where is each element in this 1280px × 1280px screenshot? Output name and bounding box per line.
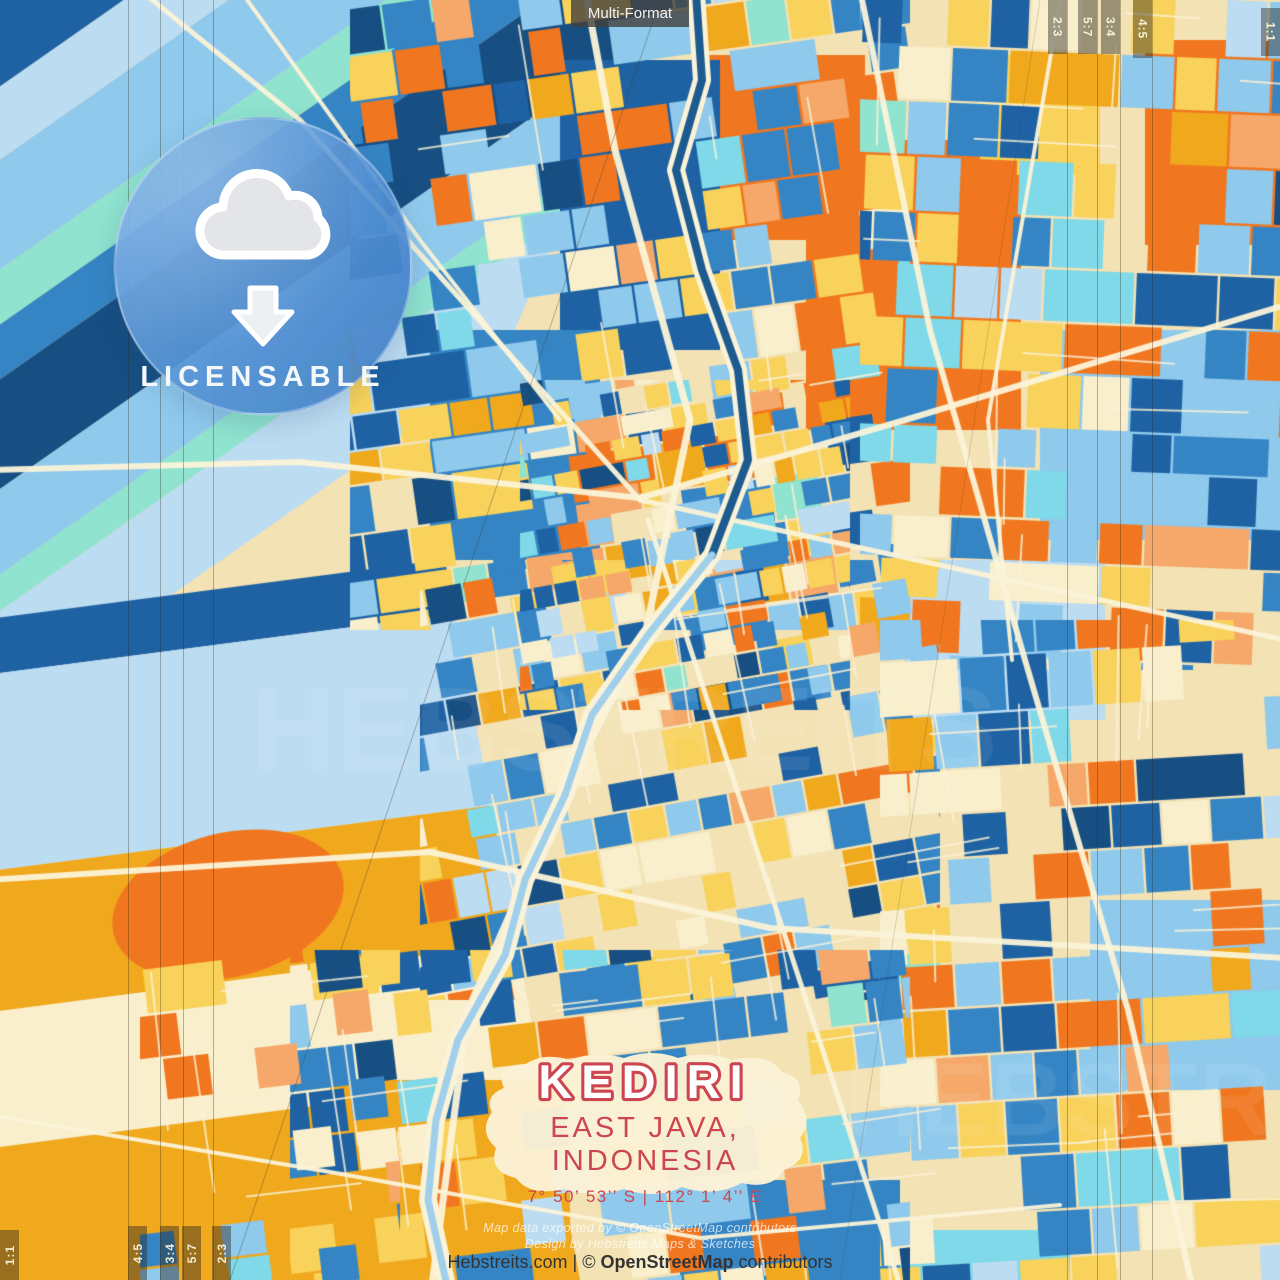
licensable-badge[interactable]: LICENSABLE xyxy=(114,117,412,415)
format-marker-5-7: 5:7 xyxy=(182,1226,201,1280)
format-marker-2-3: 2:3 xyxy=(212,1226,231,1280)
format-marker-3-4: 3:4 xyxy=(160,1226,179,1280)
multi-format-label: Multi-Format xyxy=(587,5,673,22)
region-subtitle: EAST JAVA, INDONESIA xyxy=(550,1112,740,1177)
title-block: KEDIRI EAST JAVA, INDONESIA 7° 50’ 53’’ … xyxy=(472,1048,818,1206)
map-attribution-line1: Map data exported by © OpenStreetMap con… xyxy=(483,1221,797,1235)
multi-format-badge: Multi-Format xyxy=(571,0,689,27)
format-marker-4-5: 4:5 xyxy=(128,1226,147,1280)
cloud-download-icon xyxy=(195,168,331,260)
credit-suffix: contributors xyxy=(733,1252,833,1272)
format-marker-1-1: 1:1 xyxy=(1261,8,1280,56)
credit-divider: | xyxy=(567,1252,583,1272)
format-marker-3-4: 3:4 xyxy=(1101,0,1120,54)
crop-guide-line xyxy=(160,0,161,1280)
format-marker-5-7: 5:7 xyxy=(1078,0,1097,54)
footer-credit: Hebstreits.com | © OpenStreetMap contrib… xyxy=(0,1252,1280,1273)
format-marker-1-1: 1:1 xyxy=(0,1230,19,1280)
crop-guide-line xyxy=(128,0,129,1280)
crop-guide-line xyxy=(213,0,214,1280)
download-arrow-icon xyxy=(231,285,295,347)
title-background-blob xyxy=(485,1053,807,1195)
city-title-text: KEDIRI xyxy=(538,1055,751,1108)
map-attribution-line2: Design by Hebstreits Maps & Sketches xyxy=(524,1237,756,1251)
city-title: KEDIRI xyxy=(535,1052,751,1111)
crop-guide-line xyxy=(1097,0,1098,1280)
osm-link[interactable]: OpenStreetMap xyxy=(600,1252,734,1272)
badge-label: LICENSABLE xyxy=(140,361,386,393)
site-link[interactable]: Hebstreits.com xyxy=(447,1252,568,1272)
coordinates-line: 7° 50’ 53’’ S | 112° 1’ 4’’ E xyxy=(527,1187,763,1206)
format-marker-4-5: 4:5 xyxy=(1133,0,1152,58)
crop-guide-line xyxy=(183,0,184,1280)
crop-guide-line xyxy=(1152,0,1153,1280)
crop-guide-line xyxy=(1067,0,1068,1280)
format-marker-2-3: 2:3 xyxy=(1048,0,1067,54)
crop-guide-line xyxy=(1120,0,1121,1280)
copyright-symbol: © xyxy=(582,1252,601,1272)
